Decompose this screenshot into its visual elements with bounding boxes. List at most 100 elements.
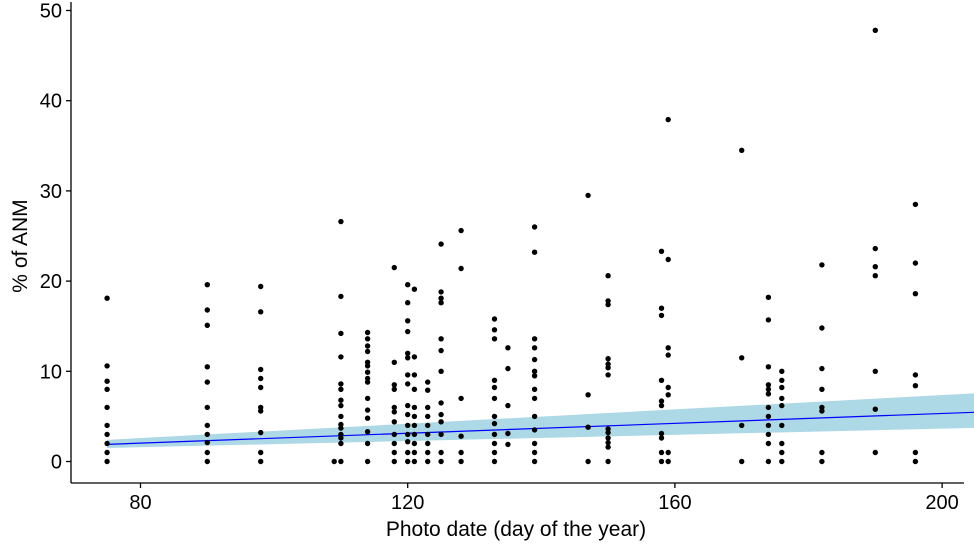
data-point: [665, 392, 671, 398]
y-axis-title: % of ANM: [9, 199, 32, 292]
data-point: [411, 372, 418, 378]
data-point: [665, 345, 671, 351]
data-point: [425, 449, 431, 456]
data-point: [819, 386, 825, 392]
data-point: [391, 419, 397, 425]
data-point: [338, 381, 344, 387]
data-point: [912, 458, 919, 465]
data-point: [531, 413, 538, 420]
data-point: [531, 336, 538, 342]
data-point: [605, 439, 611, 446]
data-point: [491, 458, 498, 465]
data-point: [912, 201, 919, 208]
data-point: [458, 449, 464, 456]
data-point: [338, 354, 344, 360]
data-point: [531, 458, 538, 465]
data-point: [411, 354, 418, 360]
data-point: [364, 458, 371, 465]
data-point: [258, 429, 264, 436]
data-point: [338, 435, 344, 441]
data-point: [391, 409, 397, 415]
data-point: [411, 431, 418, 438]
data-point: [438, 300, 444, 306]
data-point: [405, 350, 411, 356]
data-point: [258, 408, 264, 414]
data-point: [204, 431, 210, 438]
data-point: [739, 355, 745, 361]
data-point: [405, 381, 411, 387]
data-point: [605, 356, 611, 362]
data-point: [505, 365, 511, 372]
y-tick-label: 40: [40, 91, 62, 113]
data-point: [665, 449, 671, 456]
confidence-band: [107, 393, 974, 448]
data-point: [658, 449, 665, 456]
data-point: [912, 291, 919, 297]
data-point: [364, 395, 371, 402]
data-point: [338, 330, 344, 337]
data-point: [425, 387, 431, 393]
data-point: [405, 328, 411, 335]
data-point: [438, 241, 444, 247]
trend-line: [107, 411, 974, 445]
data-point: [819, 365, 825, 372]
data-point: [765, 422, 772, 429]
data-point: [338, 440, 344, 447]
data-point: [364, 407, 371, 413]
data-point: [658, 430, 665, 437]
data-point: [765, 364, 772, 370]
data-point: [491, 327, 498, 333]
data-point: [364, 379, 371, 385]
data-point: [204, 322, 210, 328]
data-point: [104, 440, 110, 447]
data-point: [411, 458, 418, 465]
data-point: [364, 329, 371, 336]
data-point: [258, 366, 264, 373]
data-point: [531, 368, 538, 374]
data-point: [438, 411, 444, 418]
data-point: [204, 379, 210, 385]
data-point: [739, 147, 745, 153]
data-point: [605, 365, 611, 371]
data-point: [505, 402, 511, 409]
data-point: [872, 406, 878, 412]
data-point: [605, 372, 611, 378]
data-point: [765, 294, 772, 300]
data-point: [258, 458, 264, 465]
data-point: [779, 449, 785, 456]
data-point: [411, 413, 418, 420]
data-point: [438, 368, 444, 374]
data-point: [585, 458, 591, 465]
data-point: [411, 386, 418, 392]
data-point: [658, 435, 665, 441]
data-point: [405, 449, 411, 456]
data-point: [585, 392, 591, 398]
data-point: [104, 458, 110, 465]
data-point: [658, 305, 665, 311]
data-point: [872, 264, 878, 270]
data-point: [104, 378, 110, 384]
data-point: [391, 264, 397, 271]
data-point: [819, 325, 825, 331]
data-point: [739, 422, 745, 429]
data-point: [258, 375, 264, 382]
data-point: [338, 413, 344, 420]
data-point: [364, 343, 371, 349]
data-point: [364, 363, 371, 369]
data-point: [912, 260, 919, 266]
data-point: [204, 439, 210, 446]
data-point: [425, 422, 431, 429]
data-point: [505, 441, 511, 448]
data-point: [405, 282, 411, 288]
data-point: [331, 458, 337, 465]
data-point: [405, 318, 411, 324]
y-tick-label: 50: [40, 1, 62, 23]
data-point: [872, 273, 878, 279]
data-point: [605, 301, 611, 308]
y-tick-label: 20: [40, 271, 62, 293]
data-point: [665, 116, 671, 123]
data-point: [391, 382, 397, 388]
data-point: [605, 298, 611, 304]
data-point: [658, 312, 665, 319]
